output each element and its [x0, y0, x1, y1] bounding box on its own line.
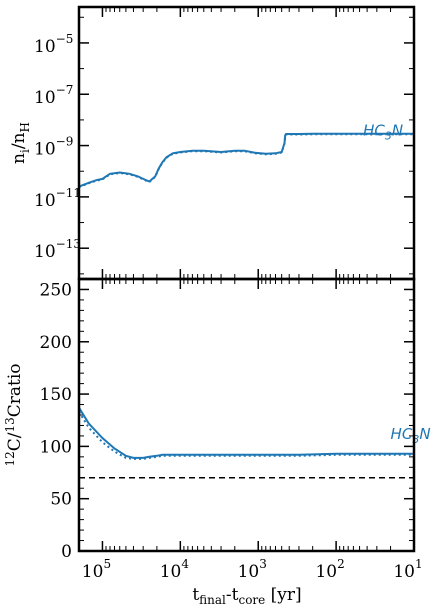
bottom-x-tick-label: 102: [315, 557, 344, 582]
bottom-x-tick-labels: 105 104 103 102 101: [82, 557, 423, 582]
top-y-tick-label: 10−5: [34, 32, 73, 57]
bottom-panel: 0 50 100 150 200 250 105 104 103 102 101 HC3N 12C…: [3, 277, 431, 607]
top-annotation: HC3N: [363, 121, 403, 142]
bottom-x-tick-label: 105: [82, 557, 111, 582]
bottom-y-tick-label: 50: [50, 490, 72, 510]
bottom-y-tick-label: 0: [61, 542, 72, 562]
bottom-y-tick-labels: 0 50 100 150 200 250: [40, 280, 72, 562]
bottom-y-tick-label: 100: [40, 437, 72, 457]
bottom-plot-frame: [77, 277, 416, 553]
top-y-tick-label: 10−11: [34, 186, 81, 211]
bottom-series-dotted: [78, 411, 414, 460]
top-y-axis-title: ni/nH: [9, 122, 32, 164]
top-y-tick-label: 10−9: [34, 135, 73, 160]
bottom-x-tick-label: 103: [238, 557, 267, 582]
x-axis-title: tfinal-tcore [yr]: [192, 585, 301, 607]
bottom-series-group: [78, 407, 414, 460]
bottom-x-tick-label: 101: [393, 557, 422, 582]
top-series-dotted: [78, 133, 414, 189]
top-major-ticks: [79, 7, 415, 279]
bottom-y-axis-title: 12C/13Cratio: [3, 363, 25, 466]
top-series-group: [78, 132, 414, 189]
bottom-y-tick-label: 200: [40, 333, 72, 353]
bottom-y-tick-label: 250: [40, 280, 72, 300]
top-y-tick-label: 10−13: [34, 237, 81, 262]
top-panel: 10−5 10−7 10−9 10−11 10−13 HC3N ni/nH: [9, 5, 416, 281]
bottom-annotation: HC3N: [391, 425, 431, 446]
top-y-tick-labels: 10−5 10−7 10−9 10−11 10−13: [34, 32, 81, 262]
bottom-x-tick-label: 104: [160, 557, 190, 582]
top-y-tick-label: 10−7: [34, 83, 73, 108]
bottom-y-tick-label: 150: [40, 385, 72, 405]
